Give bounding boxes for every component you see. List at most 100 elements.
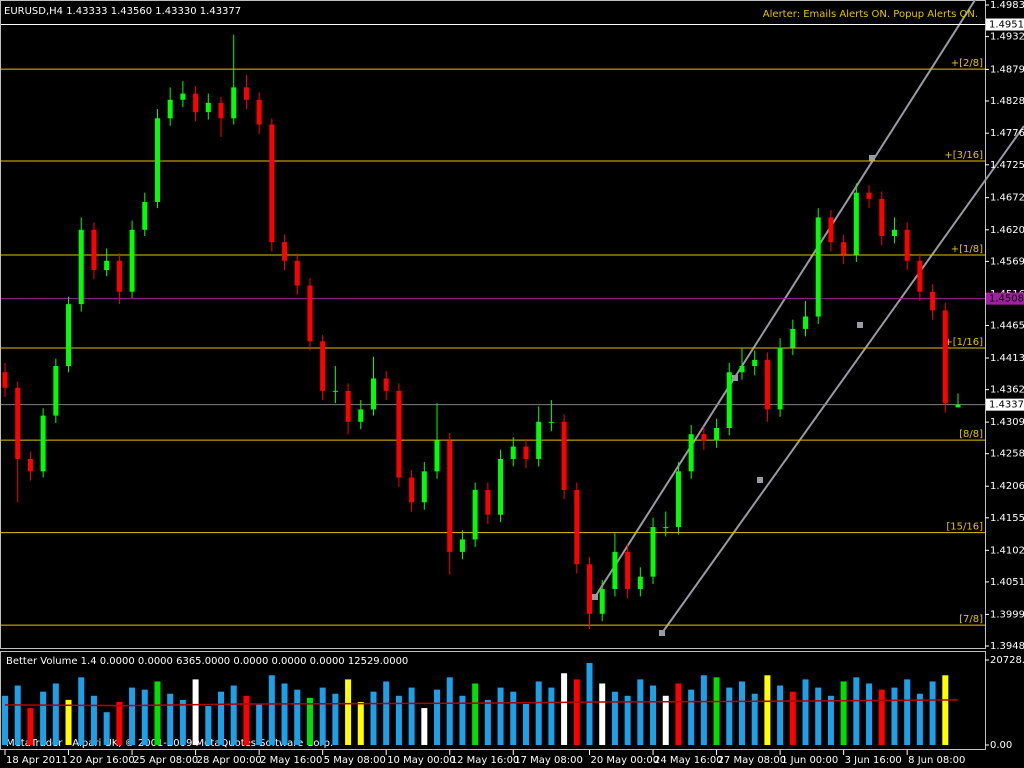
volume-bar [472, 683, 479, 745]
price-box [986, 292, 1024, 305]
level-label: +[1/8] [951, 244, 983, 255]
candle-body [663, 527, 669, 529]
x-tick-label: 10 May 00:00 [387, 755, 456, 766]
volume-bar [218, 691, 225, 745]
candle-body [294, 260, 300, 286]
volume-bar [726, 687, 733, 745]
y-tick-label: 1.46200 [990, 225, 1024, 236]
candle-body [485, 489, 491, 515]
candle-body [828, 217, 834, 243]
candle-body [523, 446, 529, 459]
candle-body [917, 260, 923, 292]
x-tick-label: 8 Jun 08:00 [908, 755, 965, 766]
candle-body [930, 291, 936, 311]
volume-bar [40, 691, 47, 745]
volume-bar [90, 695, 97, 745]
y-tick-label: 1.40515 [990, 577, 1024, 588]
candle-body [53, 366, 59, 416]
x-tick-label: 20 Apr 16:00 [70, 755, 135, 766]
volume-title: Better Volume 1.4 0.0000 0.0000 6365.000… [6, 656, 408, 667]
y-tick-label: 1.41025 [990, 545, 1024, 556]
candle-body [599, 589, 605, 614]
candle-body [256, 99, 262, 125]
candle-body [142, 201, 148, 230]
candle-body [726, 372, 732, 428]
volume-bar [395, 695, 402, 745]
candle-body [370, 378, 376, 410]
level-label: [7/8] [959, 614, 983, 625]
candle-body [803, 316, 809, 329]
channel-lower [661, 125, 1024, 634]
candle-body [421, 471, 427, 503]
volume-bar [650, 685, 657, 745]
volume-bar [497, 687, 504, 745]
volume-bar [840, 681, 847, 745]
x-tick-label: 1 Jun 00:00 [781, 755, 838, 766]
candle-body [180, 93, 186, 100]
candle-body [320, 341, 326, 391]
candle-body [904, 229, 910, 261]
channel-point [869, 155, 875, 161]
x-tick-label: 25 Apr 08:00 [133, 755, 198, 766]
volume-bar [548, 687, 555, 745]
y-tick-label: 1.46720 [990, 193, 1024, 204]
chart-title: EURUSD,H4 1.43333 1.43560 1.43330 1.4337… [4, 6, 241, 17]
v-tick-label: 20728.00 [990, 655, 1024, 666]
candle-body [78, 229, 84, 305]
candle-body [853, 192, 859, 255]
volume-bar [434, 689, 441, 745]
candle-body [383, 378, 389, 391]
candle-body [612, 551, 618, 590]
volume-bar [561, 673, 568, 745]
price-box-label: 1.43377 [989, 400, 1024, 411]
candle-body [205, 102, 211, 113]
volume-bar [929, 681, 936, 745]
x-tick-label: 18 Apr 2011 [6, 755, 68, 766]
candle-body [498, 458, 504, 515]
candle-body [282, 242, 288, 261]
volume-bar [294, 689, 301, 745]
y-tick-label: 1.39480 [990, 641, 1024, 652]
x-tick-label: 24 May 16:00 [654, 755, 723, 766]
candle-body [396, 390, 402, 478]
volume-bar [802, 679, 809, 745]
volume-bar [446, 677, 453, 745]
volume-bar [281, 683, 288, 745]
candle-body [472, 489, 478, 540]
candle-body [879, 198, 885, 237]
candle-body [15, 387, 21, 459]
candle-body [345, 390, 351, 422]
candle-body [154, 118, 160, 202]
candle-body [27, 458, 33, 472]
volume-bar [827, 695, 834, 745]
volume-bar [764, 675, 771, 745]
volume-bar [14, 685, 21, 745]
candle-body [218, 102, 224, 119]
price-box-label: 1.45089 [989, 294, 1024, 305]
y-tick-label: 1.49830 [990, 0, 1024, 11]
candle-body [332, 390, 338, 392]
candle-body [752, 359, 758, 367]
volume-bar [713, 677, 720, 745]
volume-bar [27, 708, 34, 745]
candle-body [193, 93, 199, 113]
volume-bar [891, 687, 898, 745]
volume-bar [599, 683, 606, 745]
volume-bar [319, 687, 326, 745]
y-tick-label: 1.47250 [990, 160, 1024, 171]
volume-bar [535, 681, 542, 745]
x-tick-label: 3 Jun 16:00 [845, 755, 902, 766]
candle-body [688, 434, 694, 472]
y-tick-label: 1.39990 [990, 609, 1024, 620]
volume-bar [700, 675, 707, 745]
y-tick-label: 1.48280 [990, 96, 1024, 107]
candle-body [447, 440, 453, 552]
level-label: +[1/16] [944, 337, 983, 348]
candle-body [866, 192, 872, 199]
volume-bar [256, 703, 263, 745]
candle-body [942, 310, 948, 404]
candle-body [307, 285, 313, 342]
volume-frame [0, 651, 986, 750]
volume-bar [103, 712, 110, 745]
y-tick-label: 1.42060 [990, 481, 1024, 492]
